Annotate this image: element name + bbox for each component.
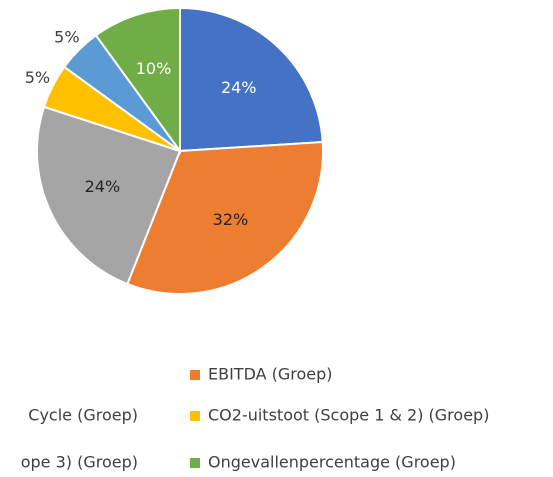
legend-label: EBITDA (Groep) [208,365,333,384]
pie-slice [179,6,324,153]
pie-slice [126,140,324,295]
legend-label: CO2-uitstoot (Scope 1 & 2) (Groep) [208,406,489,425]
data-label: 10% [136,59,172,78]
legend-label: Ongevallenpercentage (Groep) [208,453,456,472]
data-label: 24% [221,78,257,97]
legend-marker [190,370,200,380]
pie-slice [36,105,182,286]
legend-label: ope 3) (Groep) [21,453,138,472]
data-label: 24% [85,177,121,196]
legend-marker [190,411,200,421]
data-label: 32% [213,210,249,229]
data-label: 5% [54,27,79,46]
legend-label: Cycle (Groep) [28,406,138,425]
legend-marker [190,458,200,468]
pie-slice [94,6,181,155]
data-label: 5% [25,68,50,87]
